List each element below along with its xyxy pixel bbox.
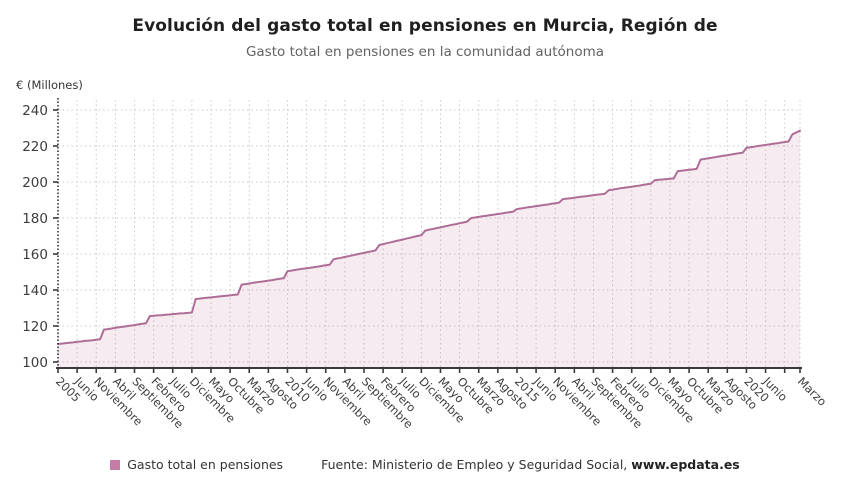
source-text: Fuente: Ministerio de Empleo y Seguridad…: [321, 457, 632, 472]
x-tick-label: Marzo: [795, 374, 829, 408]
source-site-link[interactable]: www.epdata.es: [631, 457, 740, 472]
series-line[interactable]: [57, 129, 801, 345]
legend-item-gasto-total[interactable]: Gasto total en pensiones: [110, 457, 283, 472]
y-tick-label: 200: [22, 175, 48, 191]
chart-subtitle: Gasto total en pensiones en la comunidad…: [245, 44, 605, 60]
y-tick-label: 100: [22, 355, 48, 371]
y-tick-label: 120: [22, 319, 48, 335]
legend-label: Gasto total en pensiones: [127, 457, 284, 472]
source-line: Fuente: Ministerio de Empleo y Seguridad…: [321, 457, 740, 472]
y-tick-label: 220: [22, 139, 48, 155]
chart-footer: Gasto total en pensiones Fuente: Ministe…: [0, 457, 850, 472]
y-tick-label: 180: [22, 211, 48, 227]
y-tick-label: 240: [22, 103, 48, 119]
y-axis-unit-label: € (Millones): [16, 78, 83, 92]
y-tick-label: 160: [22, 247, 48, 263]
y-axis-tick-labels: 100 120 140 160 180 200 220 240: [22, 103, 58, 371]
page-title: Evolución del gasto total en pensiones e…: [132, 16, 718, 36]
legend-swatch-icon: [110, 459, 121, 470]
y-tick-label: 140: [22, 283, 48, 299]
x-axis-ticks: [57, 368, 801, 373]
x-axis-tick-labels: 2005JunioNoviembreAbrilSeptiembreFebrero…: [53, 374, 829, 432]
series-area: [58, 130, 800, 368]
